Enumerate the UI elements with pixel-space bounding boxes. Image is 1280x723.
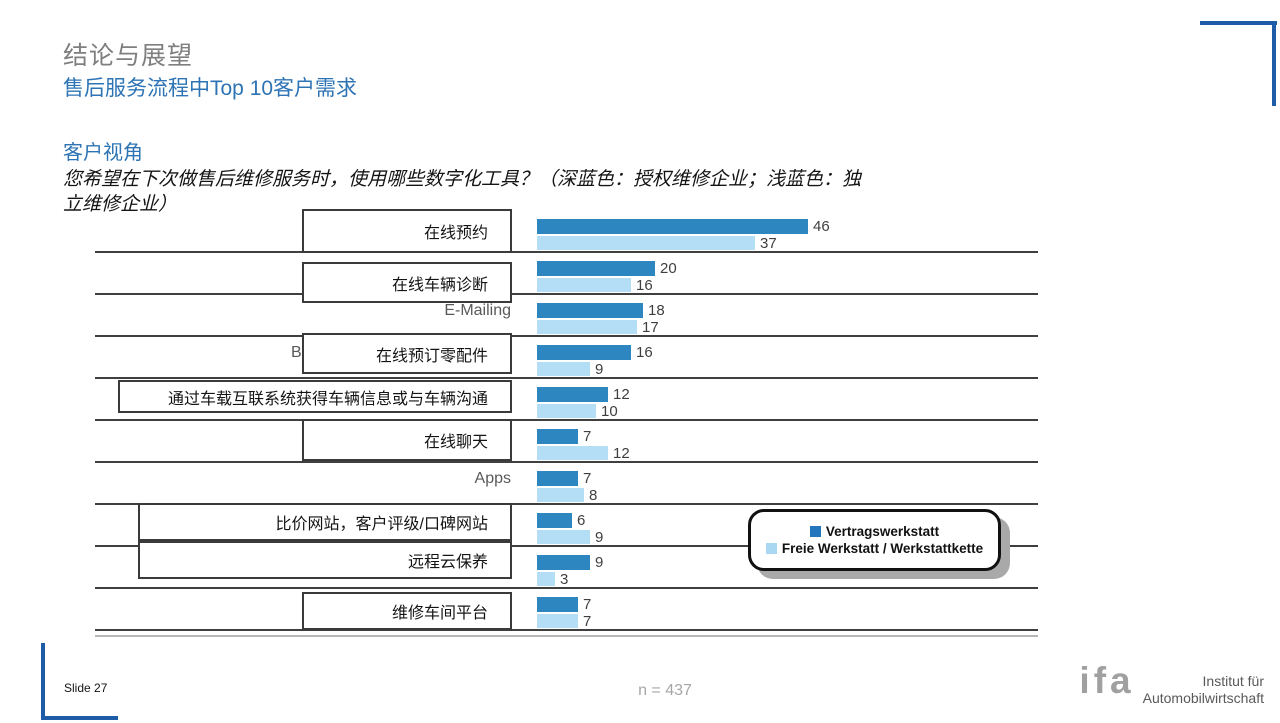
bar-value-label: 46 <box>813 218 830 235</box>
bar-vertragswerkstatt <box>537 471 578 486</box>
bar-value-label: 12 <box>613 445 630 462</box>
legend-label: Freie Werkstatt / Werkstattkette <box>781 541 984 556</box>
ifa-logo-mark: ifa <box>1079 660 1135 701</box>
bar-value-label: 9 <box>595 554 604 571</box>
bar-vertragswerkstatt <box>537 429 578 444</box>
bar-vertragswerkstatt <box>537 513 572 528</box>
chart-row: 16 9 <box>95 337 1038 379</box>
top-right-bracket-horizontal <box>1200 21 1277 25</box>
chart-row: 46 37 <box>95 211 1038 253</box>
category-label-box: 远程云保养 <box>138 541 512 579</box>
ifa-logo-text-line1: Institut für <box>1202 673 1264 689</box>
survey-question-line2: 立维修企业） <box>63 194 178 215</box>
bar-vertragswerkstatt <box>537 261 655 276</box>
legend-item-freie-werkstatt: Freie Werkstatt / Werkstattkette <box>765 541 984 556</box>
bar-value-label: 37 <box>760 235 777 252</box>
category-label: E-Mailing <box>444 302 511 319</box>
legend-label: Vertragswerkstatt <box>825 524 940 539</box>
bar-value-label: 9 <box>595 361 604 378</box>
chart-row: 7 12 <box>95 421 1038 463</box>
bar-value-label: 16 <box>636 277 653 294</box>
bar-value-label: 20 <box>660 260 677 277</box>
legend-swatch-dark-blue-icon <box>809 526 821 537</box>
bar-vertragswerkstatt <box>537 345 631 360</box>
bar-freie-werkstatt <box>537 236 755 250</box>
ifa-logo-text-line2: Automobilwirtschaft <box>1142 690 1264 706</box>
bar-freie-werkstatt <box>537 530 590 544</box>
chart-baseline-shadow-line <box>95 635 1038 637</box>
bar-freie-werkstatt <box>537 446 608 460</box>
ifa-logo: ifa Institut für Automobilwirtschaft <box>1079 660 1264 707</box>
bar-value-label: 9 <box>595 529 604 546</box>
bar-vertragswerkstatt <box>537 303 643 318</box>
section-heading: 客户视角 <box>63 142 143 164</box>
ifa-logo-text: Institut für Automobilwirtschaft <box>1143 664 1264 707</box>
bar-freie-werkstatt <box>537 404 596 418</box>
bar-value-label: 3 <box>560 571 569 588</box>
chart-row: 20 16 <box>95 253 1038 295</box>
category-label: Apps <box>474 470 511 487</box>
survey-question-line1: 您希望在下次做售后维修服务时，使用哪些数字化工具？（深蓝色：授权维修企业；浅蓝色… <box>63 169 862 190</box>
bottom-left-bracket-vertical <box>41 643 45 720</box>
bar-freie-werkstatt <box>537 362 590 376</box>
bar-vertragswerkstatt <box>537 387 608 402</box>
bar-vertragswerkstatt <box>537 555 590 570</box>
legend-swatch-light-blue-icon <box>765 543 777 554</box>
category-label-box: 维修车间平台 <box>302 592 512 630</box>
slide-number: Slide 27 <box>64 681 108 695</box>
bar-vertragswerkstatt <box>537 597 578 612</box>
bar-value-label: 7 <box>583 470 592 487</box>
bar-freie-werkstatt <box>537 320 637 334</box>
category-label-box: 通过车载互联系统获得车辆信息或与车辆沟通 <box>118 380 512 413</box>
top-right-bracket-vertical <box>1272 21 1276 106</box>
page-subtitle: 售后服务流程中Top 10客户需求 <box>63 77 358 100</box>
chart-legend: Vertragswerkstatt Freie Werkstatt / Werk… <box>748 509 1001 571</box>
bar-chart: 46 37 在线预约 20 16 在线车辆诊断 18 17 E-Mailing 16 9 在线预订零配… <box>95 209 1038 641</box>
category-label-box: 在线预订零配件 <box>302 333 512 374</box>
bar-value-label: 7 <box>583 596 592 613</box>
chart-row: 18 17 <box>95 295 1038 337</box>
bar-freie-werkstatt <box>537 614 578 628</box>
chart-row: 12 10 <box>95 379 1038 421</box>
survey-question: 您希望在下次做售后维修服务时，使用哪些数字化工具？（深蓝色：授权维修企业；浅蓝色… <box>63 167 1023 217</box>
bar-freie-werkstatt <box>537 278 631 292</box>
bar-value-label: 17 <box>642 319 659 336</box>
bar-value-label: 18 <box>648 302 665 319</box>
bar-value-label: 8 <box>589 487 598 504</box>
bar-value-label: 7 <box>583 428 592 445</box>
page-title: 结论与展望 <box>63 42 194 70</box>
bar-value-label: 6 <box>577 512 586 529</box>
bar-value-label: 10 <box>601 403 618 420</box>
category-label-box: 在线车辆诊断 <box>302 262 512 303</box>
category-label-box: 比价网站，客户评级/口碑网站 <box>138 503 512 541</box>
category-label-box: 在线聊天 <box>302 419 512 461</box>
bar-value-label: 12 <box>613 386 630 403</box>
category-label-box: 在线预约 <box>302 209 512 253</box>
bottom-left-bracket-horizontal <box>41 716 118 720</box>
bar-value-label: 16 <box>636 344 653 361</box>
bar-vertragswerkstatt <box>537 219 808 234</box>
sample-size-note: n = 437 <box>638 682 692 699</box>
legend-item-vertragswerkstatt: Vertragswerkstatt <box>809 524 940 539</box>
bar-freie-werkstatt <box>537 572 555 586</box>
bar-value-label: 7 <box>583 613 592 630</box>
bar-freie-werkstatt <box>537 488 584 502</box>
hidden-category-label-fragment: B <box>291 344 302 361</box>
